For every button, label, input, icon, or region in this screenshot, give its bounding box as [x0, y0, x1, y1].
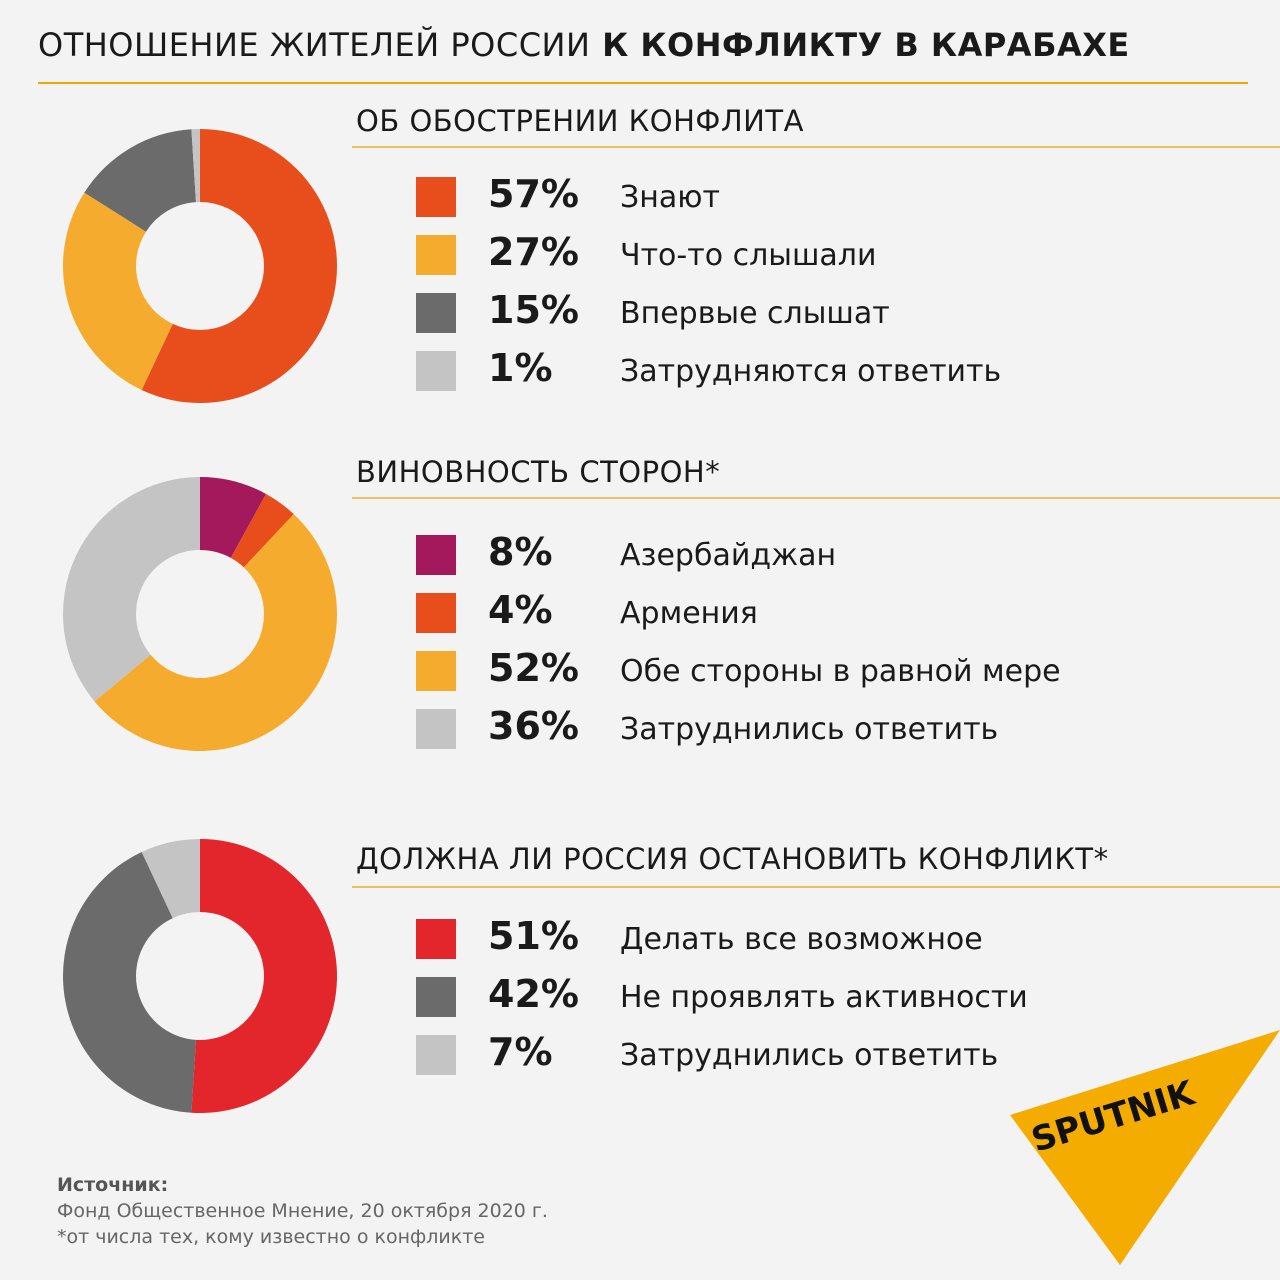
donut-slice — [141, 129, 337, 403]
legend-label: Армения — [620, 596, 758, 631]
legend-item: 4% Армения — [416, 588, 1276, 636]
legend-item: 52% Обе стороны в равной мере — [416, 646, 1276, 694]
legend-value: 27% — [488, 230, 579, 274]
legend-swatch — [416, 593, 456, 633]
sputnik-logo: SPUTNIK — [1010, 1030, 1280, 1265]
legend-label: Не проявлять активности — [620, 980, 1028, 1015]
legend-value: 8% — [488, 530, 553, 574]
legend-value: 52% — [488, 646, 579, 690]
donut-slice — [63, 477, 200, 702]
source-label: Источник: — [57, 1174, 169, 1196]
donut-slice — [141, 839, 200, 919]
legend-item: 57% Знают — [416, 172, 1276, 220]
donut-slice — [200, 477, 267, 558]
main-title-part2: К КОНФЛИКТУ В КАРАБАХЕ — [602, 26, 1130, 64]
legend-label: Обе стороны в равной мере — [620, 654, 1061, 689]
legend-value: 4% — [488, 588, 553, 632]
legend-swatch — [416, 293, 456, 333]
legend-item: 42% Не проявлять активности — [416, 972, 1276, 1020]
legend-label: Азербайджан — [620, 538, 837, 573]
title-divider — [38, 82, 1248, 84]
legend-label: Затрудняются ответить — [620, 354, 1002, 389]
legend-item: 27% Что-то слышали — [416, 230, 1276, 278]
legend-swatch — [416, 351, 456, 391]
donut-slice — [230, 493, 294, 568]
section-divider-3 — [352, 886, 1280, 888]
legend-value: 1% — [488, 346, 553, 390]
legend-value: 42% — [488, 972, 579, 1016]
legend-swatch — [416, 235, 456, 275]
main-title: ОТНОШЕНИЕ ЖИТЕЛЕЙ РОССИИ К КОНФЛИКТУ В К… — [38, 26, 1248, 64]
donut-slice — [94, 514, 337, 751]
donut-slice — [191, 839, 338, 1113]
section-title-3: ДОЛЖНА ЛИ РОССИЯ ОСТАНОВИТЬ КОНФЛИКТ* — [356, 842, 1109, 876]
legend-label: Затруднились ответить — [620, 712, 999, 747]
section-title-2: ВИНОВНОСТЬ СТОРОН* — [356, 455, 721, 489]
source-text: Фонд Общественное Мнение, 20 октября 202… — [57, 1200, 548, 1222]
legend-swatch — [416, 977, 456, 1017]
legend-label: Затруднились ответить — [620, 1038, 999, 1073]
donut-chart-1 — [62, 129, 337, 403]
section-title-1: ОБ ОБОСТРЕНИИ КОНФЛИТА — [356, 104, 804, 138]
legend-swatch — [416, 535, 456, 575]
donut-chart-2 — [63, 477, 337, 751]
legend-swatch — [416, 709, 456, 749]
legend-value: 57% — [488, 172, 579, 216]
legend-swatch — [416, 919, 456, 959]
legend-label: Впервые слышат — [620, 296, 890, 331]
legend-label: Делать все возможное — [620, 922, 983, 957]
legend-item: 1% Затрудняются ответить — [416, 346, 1276, 394]
legend-label: Что-то слышали — [620, 238, 877, 273]
donut-slice — [84, 129, 196, 232]
legend-item: 7% Затруднились ответить — [416, 1030, 1276, 1078]
legend-value: 7% — [488, 1030, 553, 1074]
legend-swatch — [416, 1035, 456, 1075]
legend-value: 36% — [488, 704, 579, 748]
legend-value: 15% — [488, 288, 579, 332]
footnote: *от числа тех, кому известно о конфликте — [57, 1226, 485, 1248]
legend-label: Знают — [620, 180, 720, 215]
main-title-part1: ОТНОШЕНИЕ ЖИТЕЛЕЙ РОССИИ — [38, 26, 591, 64]
logo-shape — [1010, 1030, 1280, 1265]
source-block: Источник: Фонд Общественное Мнение, 20 о… — [57, 1172, 548, 1250]
section-divider-2 — [352, 497, 1280, 499]
donut-slice — [191, 129, 200, 203]
legend-value: 51% — [488, 914, 579, 958]
donut-slice — [63, 852, 196, 1113]
legend-item: 8% Азербайджан — [416, 530, 1276, 578]
donut-chart-3 — [63, 839, 338, 1113]
section-divider-1 — [352, 146, 1280, 148]
donut-slice — [62, 192, 173, 390]
legend-swatch — [416, 651, 456, 691]
legend-item: 36% Затруднились ответить — [416, 704, 1276, 752]
legend-swatch — [416, 177, 456, 217]
legend-item: 51% Делать все возможное — [416, 914, 1276, 962]
legend-item: 15% Впервые слышат — [416, 288, 1276, 336]
